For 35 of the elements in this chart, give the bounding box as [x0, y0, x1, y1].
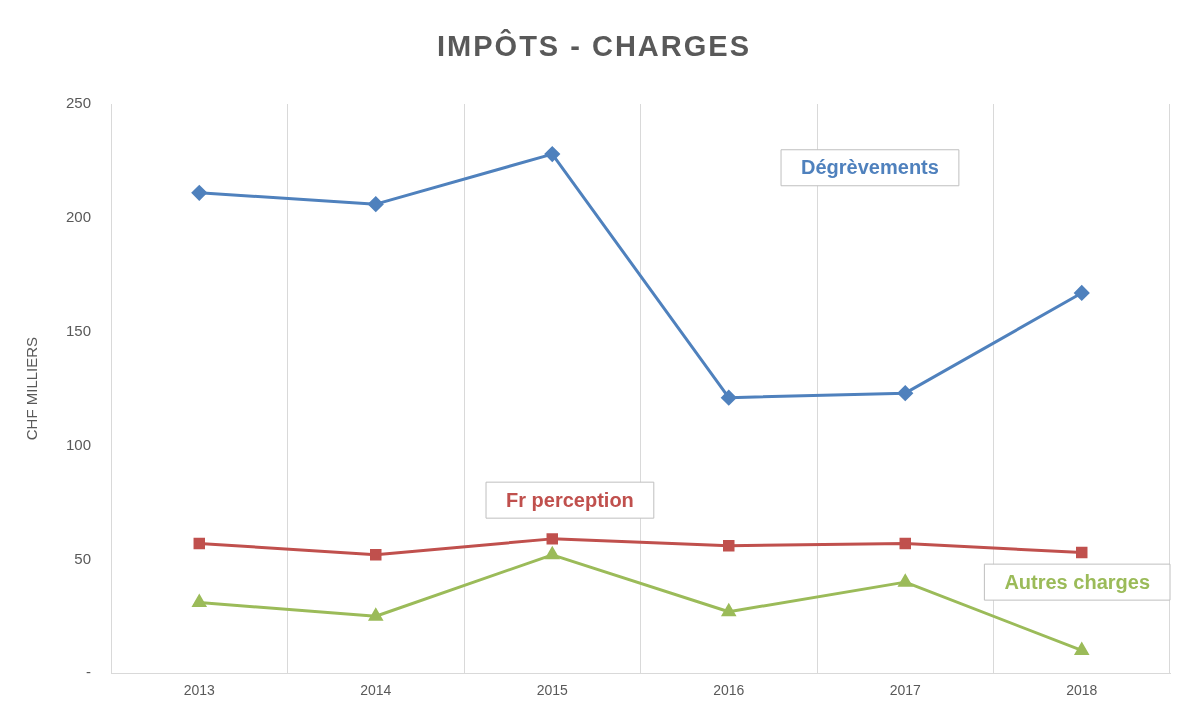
y-tick-label: 100	[66, 435, 92, 453]
point	[368, 196, 384, 212]
series-label: Autres charges	[1004, 570, 1151, 593]
x-tick-label: 2013	[183, 682, 216, 699]
chart-title: IMPÔTS - CHARGES	[436, 30, 752, 63]
y-tick-label: 200	[66, 207, 92, 225]
x-tick-label: 2014	[360, 682, 392, 699]
y-tick-label: -	[86, 663, 92, 681]
point	[898, 574, 912, 587]
y-tick-label: 150	[66, 321, 92, 339]
point	[723, 539, 735, 552]
point	[544, 146, 560, 162]
point	[1074, 285, 1090, 301]
x-tick-label: 2016	[713, 682, 745, 699]
point	[370, 549, 382, 561]
series-label: Fr perception	[506, 488, 634, 511]
point	[546, 533, 559, 545]
y-tick-label: 250	[66, 94, 92, 112]
point	[899, 537, 911, 550]
x-tick-label: 2017	[889, 682, 922, 699]
point	[897, 385, 913, 401]
x-tick-label: 2018	[1066, 682, 1098, 699]
point	[193, 537, 206, 550]
point	[191, 185, 207, 201]
point	[721, 390, 737, 406]
text: Dégrèvements	[801, 156, 939, 179]
point	[369, 608, 383, 621]
point	[545, 547, 559, 560]
point	[1076, 546, 1088, 559]
point	[192, 595, 206, 608]
point	[722, 604, 736, 617]
y-tick-label: 50	[74, 549, 92, 567]
y-axis-title: CHF MILLIERS	[23, 336, 41, 441]
x-tick-label: 2015	[536, 682, 569, 699]
point	[1075, 642, 1089, 655]
